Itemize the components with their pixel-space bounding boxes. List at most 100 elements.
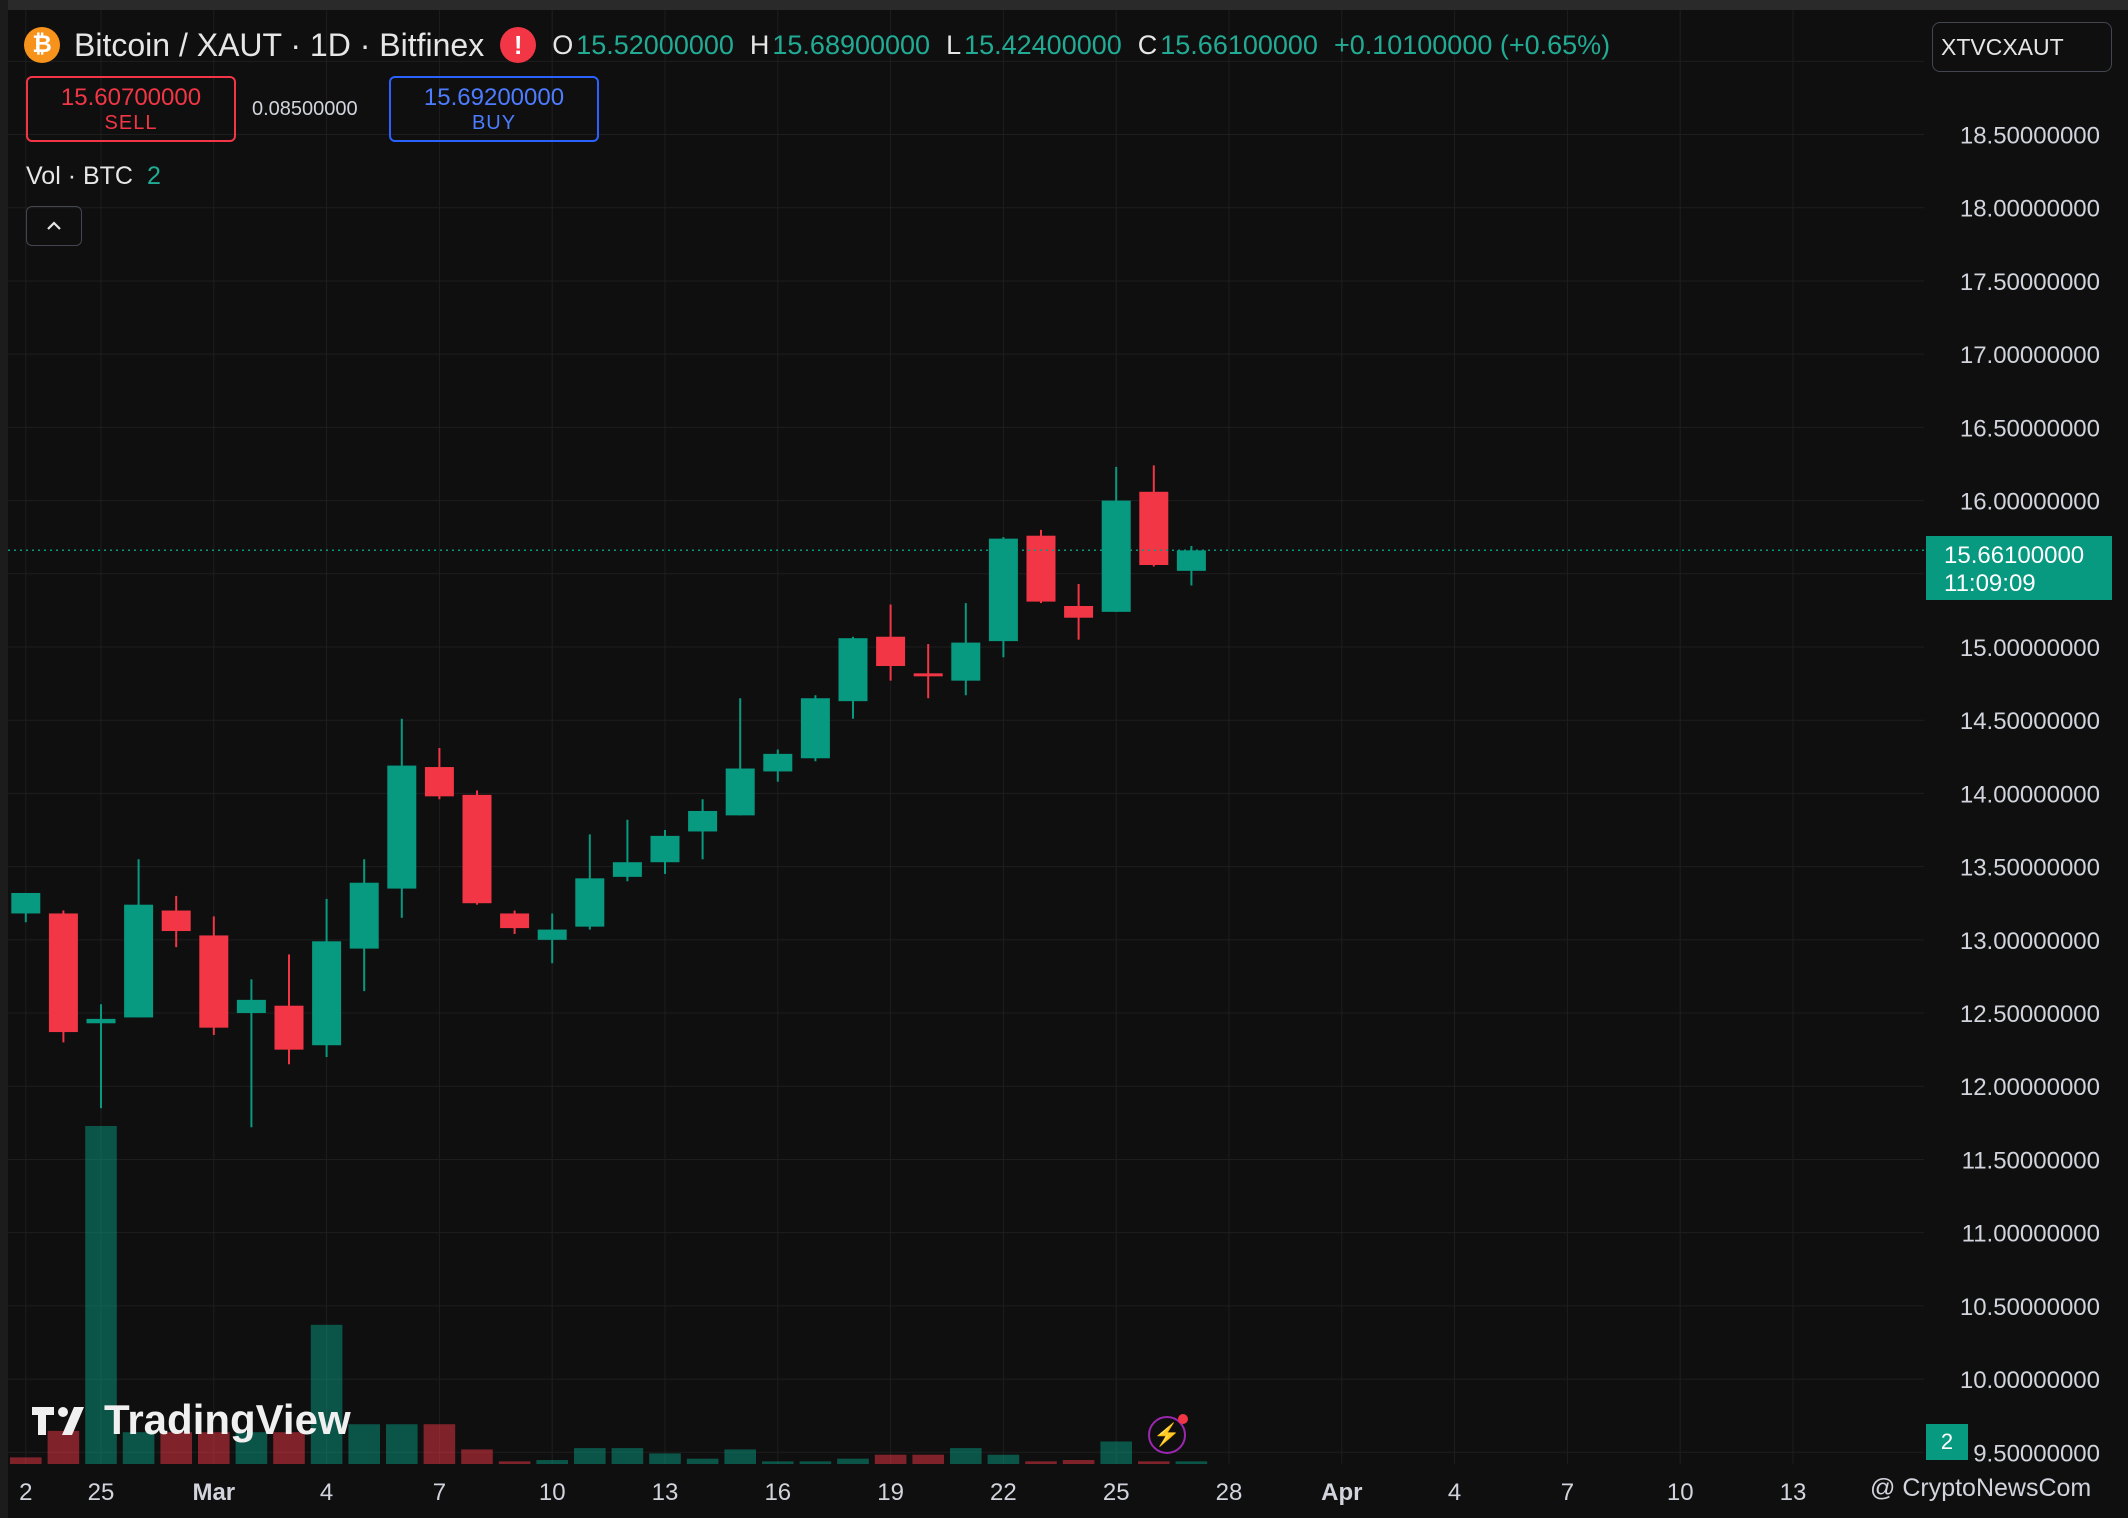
candle-body [1139, 491, 1169, 565]
price-tick-label: 11.50000000 [1962, 1147, 2100, 1174]
low-label: L [946, 29, 962, 60]
volume-bar [235, 1432, 268, 1464]
volume-legend[interactable]: Vol · BTC 2 [26, 162, 161, 191]
volume-bar [10, 1457, 42, 1464]
price-tick-label: 10.00000000 [1960, 1367, 2100, 1394]
candle-body [500, 913, 530, 929]
price-tick-label: 17.00000000 [1960, 342, 2100, 369]
candle-body [537, 929, 567, 940]
symbol-search-box[interactable]: XTVCXAUT [1932, 22, 2112, 72]
volume-bar [122, 1432, 155, 1464]
volume-bar [498, 1461, 531, 1464]
time-tick-label: 4 [1448, 1479, 1461, 1506]
price-tick-label: 10.50000000 [1960, 1294, 2100, 1321]
sell-price: 15.60700000 [60, 84, 202, 111]
ohlc-legend: O 15.52000000 H 15.68900000 L 15.4240000… [552, 30, 1610, 61]
volume-bar [611, 1448, 644, 1464]
volume-bar [273, 1432, 305, 1464]
candle-body [424, 767, 454, 797]
volume-bar [762, 1461, 794, 1464]
volume-bar [987, 1454, 1020, 1464]
candle-body [612, 862, 642, 877]
volume-bar [1025, 1461, 1057, 1464]
tradingview-logo-icon [32, 1407, 84, 1435]
volume-bar [85, 1126, 117, 1464]
volume-bar [198, 1432, 230, 1464]
last-price-value: 15.66100000 [1944, 542, 2085, 569]
time-tick-label: 25 [1103, 1479, 1130, 1506]
candle-body [951, 642, 981, 681]
volume-bar [1062, 1460, 1095, 1464]
price-tick-label: 18.50000000 [1960, 123, 2100, 150]
spread-value: 0.08500000 [252, 98, 358, 120]
price-tick-label: 13.50000000 [1960, 855, 2100, 882]
volume-bar [1100, 1441, 1132, 1464]
candlesticks [11, 465, 1206, 1128]
volume-bar [310, 1324, 343, 1464]
time-tick-label: 22 [990, 1479, 1017, 1506]
window-left-edge [0, 0, 8, 1518]
candle-body [913, 673, 943, 677]
candle-body [725, 768, 755, 816]
time-tick-label: 16 [764, 1479, 791, 1506]
candle-body [838, 638, 868, 702]
alert-icon[interactable]: ! [500, 27, 537, 63]
candle-body [124, 904, 154, 1018]
tradingview-logo[interactable]: TradingView [30, 1396, 351, 1444]
price-tick-label: 13.00000000 [1960, 928, 2100, 955]
volume-bars [10, 1126, 1208, 1464]
close-value: 15.66100000 [1160, 29, 1318, 60]
bitcoin-icon: ₿ [24, 27, 60, 63]
price-tick-label: 16.00000000 [1960, 489, 2100, 516]
price-tick-label: 12.00000000 [1960, 1074, 2100, 1101]
volume-bar [423, 1424, 456, 1464]
candle-body [11, 892, 41, 914]
time-tick-label: 25 [88, 1479, 115, 1506]
buy-price: 15.69200000 [423, 84, 565, 111]
volume-bar [686, 1458, 719, 1464]
volume-bar [1138, 1461, 1170, 1464]
candle-body [462, 794, 492, 904]
price-tick-label: 16.50000000 [1960, 415, 2100, 442]
notification-dot [1178, 1414, 1188, 1424]
candle-body [48, 913, 78, 1033]
watermark: @ CryptoNewsCom [1870, 1474, 2092, 1502]
volume-bar [574, 1448, 606, 1464]
sell-button[interactable]: 15.60700000 SELL [26, 76, 236, 142]
candle-body [236, 999, 266, 1014]
candle-body [988, 538, 1018, 642]
candle-body [349, 882, 379, 949]
candle-body [575, 878, 605, 927]
price-tick-label: 14.00000000 [1960, 781, 2100, 808]
low-value: 15.42400000 [964, 29, 1122, 60]
volume-bar [536, 1460, 568, 1464]
time-axis[interactable]: 2 25 Mar 4 7 10 13 16 19 22 25 28 Apr 4 7 10 13 [19, 1479, 1806, 1506]
chart-title[interactable]: Bitcoin / XAUT · 1D · Bitfinex [74, 26, 485, 63]
time-tick-label: 13 [1780, 1479, 1807, 1506]
volume-bar [386, 1424, 418, 1464]
bar-countdown: 11:09:09 [1944, 570, 2036, 597]
volume-bar [1175, 1461, 1208, 1464]
lightning-icon[interactable]: ⚡ [1148, 1414, 1188, 1454]
price-tick-label: 14.50000000 [1960, 708, 2100, 735]
price-axis[interactable]: 19.0000000018.5000000018.0000000017.5000… [1960, 49, 2100, 1467]
volume-bar [724, 1449, 756, 1464]
volume-bar [912, 1454, 944, 1464]
candle-body [650, 835, 680, 863]
candle-body [161, 910, 191, 932]
volume-value: 2 [146, 162, 161, 190]
candle-body [312, 941, 342, 1046]
candle-body [1026, 535, 1056, 602]
candle-body [1176, 550, 1206, 571]
price-tick-label: 18.00000000 [1960, 196, 2100, 223]
candle-body [274, 1005, 304, 1050]
candle-body [199, 935, 229, 1028]
volume-bar [461, 1449, 493, 1464]
collapse-legend-button[interactable] [26, 206, 82, 246]
candle-body [800, 698, 830, 759]
candle-body [86, 1018, 116, 1024]
buy-button[interactable]: 15.69200000 BUY [389, 76, 599, 142]
close-label: C [1137, 29, 1158, 60]
open-value: 15.52000000 [576, 29, 734, 60]
